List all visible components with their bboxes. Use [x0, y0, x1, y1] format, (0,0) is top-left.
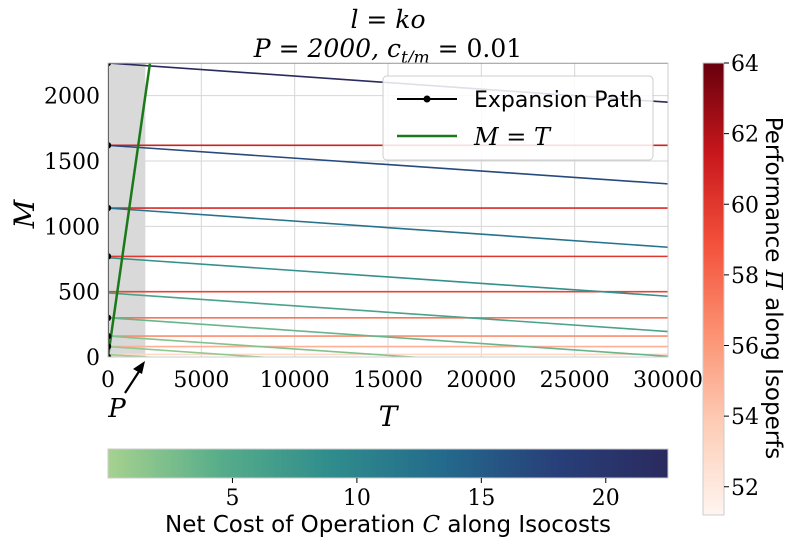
legend-label-identity: M = T [473, 123, 552, 151]
p-annotation: P [107, 361, 145, 424]
axis-ticks: 0 5000 10000 15000 20000 25000 30000 0 500 1000 15… [44, 85, 703, 393]
expansion-path-point [108, 253, 112, 260]
colorbar-cost-ticks: 5 10 15 20 [225, 478, 620, 511]
identity-line [108, 63, 152, 357]
isocost-line [108, 144, 668, 185]
colorbar-perf-gradient [702, 62, 725, 516]
legend-marker-expansion [423, 95, 431, 103]
chart-title-line1: l = ko [350, 5, 425, 34]
expansion-path-point [108, 63, 112, 67]
expansion-path-point [108, 142, 112, 149]
legend-entry-identity: M = T [397, 123, 552, 151]
colorbar-perf-tick-label: 60 [731, 193, 759, 218]
y-tick-label: 2000 [44, 85, 100, 110]
isocost-line [108, 335, 424, 357]
colorbar-cost: 5 10 15 20 Net Cost of Operation C along Is… [107, 448, 669, 538]
x-tick-label: 10000 [260, 368, 330, 393]
colorbar-perf-tick-label: 62 [731, 123, 759, 148]
expansion-path-point [108, 204, 112, 212]
expansion-path-point [108, 314, 112, 321]
isocost-line [108, 345, 272, 357]
legend-label-expansion-path: Expansion Path [474, 88, 643, 113]
p-annotation-arrowhead [133, 361, 145, 374]
isocost-line [108, 256, 668, 298]
x-tick-label: 25000 [540, 368, 610, 393]
x-tick-label: 5000 [173, 368, 229, 393]
colorbar-perf-tick-label: 64 [731, 52, 759, 77]
p-annotation-label: P [107, 394, 126, 424]
colorbar-perf-tick-label: 56 [731, 335, 759, 360]
colorbar-perf-tick-label: 58 [731, 264, 759, 289]
x-axis-label: T [379, 400, 400, 433]
colorbar-perf-tick-label: 54 [731, 405, 759, 430]
colorbar-perf-label: Performance Π along Isoperfs [760, 117, 786, 460]
colorbar-cost-tick-label: 10 [343, 486, 371, 511]
plot-frame [107, 62, 669, 358]
expansion-path-point [108, 343, 112, 350]
expansion-path-point [108, 353, 112, 357]
x-tick-label: 20000 [446, 368, 516, 393]
y-tick-label: 500 [58, 281, 100, 306]
expansion-path-points [108, 63, 112, 357]
x-tick-label: 0 [101, 368, 115, 393]
colorbar-cost-tick-label: 15 [467, 486, 495, 511]
y-tick-label: 1000 [44, 215, 100, 240]
legend-box [382, 75, 654, 161]
isocost-line [108, 207, 668, 249]
legend-entry-expansion-path: Expansion Path [397, 88, 643, 113]
y-axis-label: M [8, 198, 41, 229]
colorbar-perf: 52 54 56 58 60 62 64 Performance Π along Isope… [702, 52, 786, 516]
isocost-line [108, 292, 668, 333]
colorbar-cost-label: Net Cost of Operation C along Isocosts [165, 512, 611, 538]
isocost-line [108, 317, 668, 357]
colorbar-perf-tick-label: 52 [731, 476, 759, 501]
p-annotation-arrow [124, 369, 141, 394]
legend: Expansion Path M = T [382, 75, 654, 161]
x-tick-label: 30000 [633, 368, 703, 393]
colorbar-cost-tick-label: 5 [225, 486, 239, 511]
colorbar-cost-tick-label: 20 [592, 486, 620, 511]
colorbar-cost-gradient [107, 448, 669, 479]
y-tick-label: 1500 [44, 150, 100, 175]
y-tick-label: 0 [86, 346, 100, 371]
expansion-path-point [108, 332, 112, 340]
colorbar-perf-ticks: 52 54 56 58 60 62 64 [724, 52, 759, 501]
x-tick-label: 15000 [353, 368, 423, 393]
isocost-lines [108, 63, 668, 357]
